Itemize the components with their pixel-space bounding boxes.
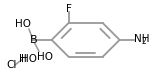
Text: B: B: [29, 35, 37, 45]
Text: F: F: [66, 4, 72, 14]
Text: Cl: Cl: [7, 60, 17, 70]
Text: HO: HO: [37, 52, 53, 62]
Text: HO: HO: [21, 54, 37, 64]
Text: H: H: [19, 54, 27, 64]
Text: NH: NH: [135, 34, 150, 44]
Text: 2: 2: [142, 37, 147, 46]
Text: HO: HO: [15, 19, 31, 29]
